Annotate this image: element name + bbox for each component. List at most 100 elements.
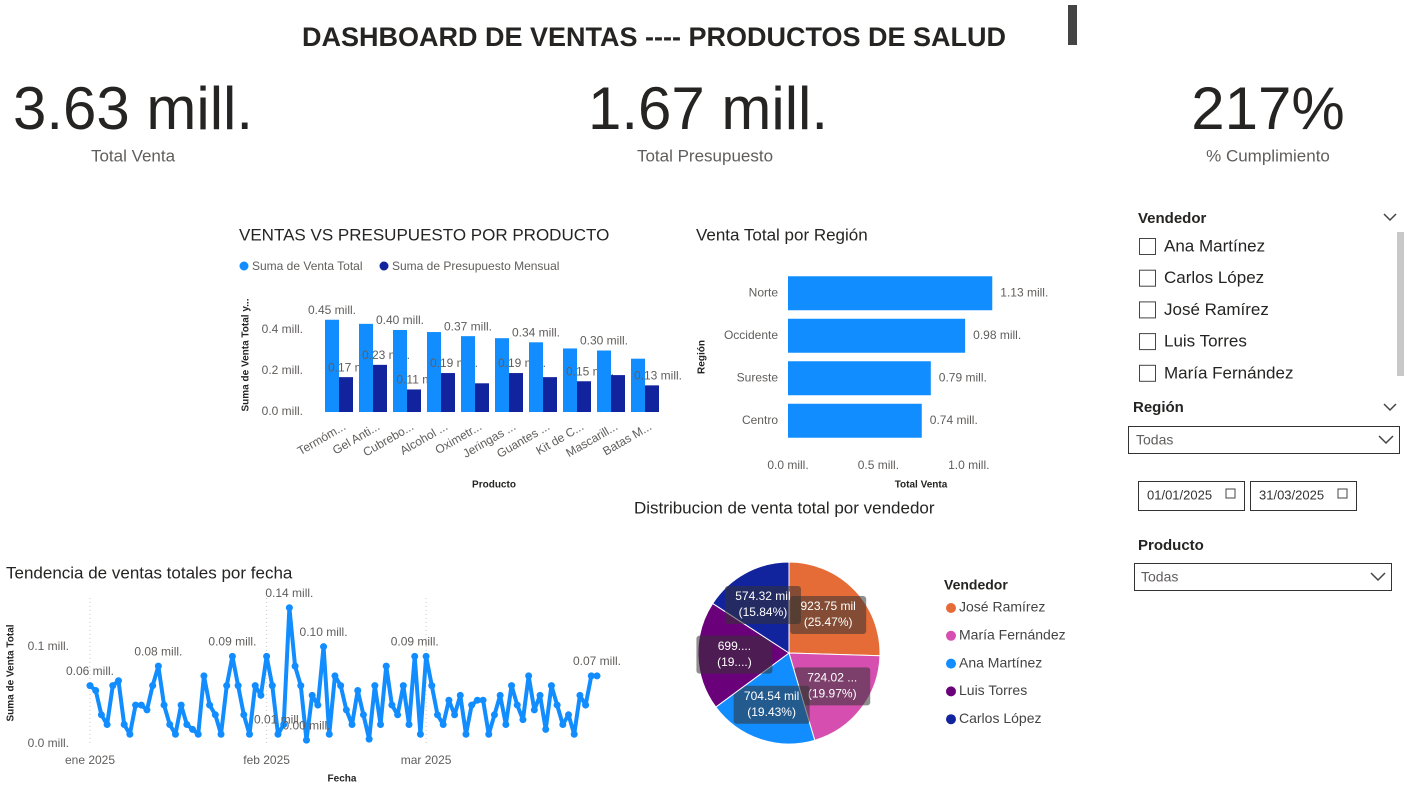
scrollbar[interactable] <box>1397 232 1404 376</box>
dropdown[interactable] <box>1134 563 1392 591</box>
checkbox[interactable] <box>1139 301 1156 319</box>
data-label: 704.54 mil <box>744 689 799 703</box>
legend-label: Carlos López <box>959 710 1042 726</box>
data-label: 0.74 mill. <box>930 413 978 427</box>
slicer-item: María Fernández <box>1164 363 1293 382</box>
date-input[interactable] <box>1250 481 1357 511</box>
legend-marker <box>239 261 249 271</box>
bar <box>461 336 475 412</box>
bar <box>407 389 421 412</box>
data-label: 0.08 mill. <box>134 644 182 658</box>
point <box>565 711 573 719</box>
point <box>365 735 373 743</box>
slicer-item: Carlos López <box>1164 268 1264 287</box>
point <box>525 672 533 680</box>
y-tick-label: Sureste <box>737 370 779 384</box>
chart-title: Tendencia de ventas totales por fecha <box>6 563 293 582</box>
point <box>542 725 550 733</box>
x-tick-label: 0.5 mill. <box>858 458 899 472</box>
checkbox[interactable] <box>1139 238 1156 255</box>
slicer-item: Ana Martínez <box>1164 236 1265 255</box>
point <box>137 701 145 709</box>
kpi-label: Total Venta <box>91 146 176 165</box>
legend-marker <box>379 261 389 271</box>
point <box>297 682 305 690</box>
date-input[interactable] <box>1138 481 1245 511</box>
chart-title: Distribucion de venta total por vendedor <box>634 498 935 517</box>
point <box>490 711 498 719</box>
y-tick-label: 0.1 mill. <box>28 639 69 653</box>
data-label: 0.45 mill. <box>308 303 356 317</box>
bar <box>339 377 353 412</box>
chevron[interactable] <box>1383 213 1397 222</box>
point <box>536 691 544 699</box>
point <box>371 682 379 690</box>
data-label: 0.00 mill. <box>282 718 330 732</box>
point <box>92 686 100 694</box>
data-label: 574.32 mil <box>735 589 790 603</box>
point <box>246 730 254 738</box>
point <box>194 730 202 738</box>
checkbox[interactable] <box>1139 333 1156 351</box>
checkbox[interactable] <box>1139 269 1156 287</box>
checkbox[interactable] <box>1139 364 1156 382</box>
kpi-label: % Cumplimiento <box>1206 146 1330 165</box>
legend-marker <box>946 686 956 697</box>
point <box>559 721 567 729</box>
dropdown[interactable] <box>1128 426 1400 454</box>
bar <box>359 323 373 412</box>
point <box>154 662 162 670</box>
point <box>468 701 476 709</box>
y-tick-label: Occidente <box>724 328 778 342</box>
point <box>325 730 333 738</box>
bar <box>373 364 387 412</box>
legend-label: Suma de Presupuesto Mensual <box>392 259 559 273</box>
point <box>416 730 424 738</box>
bar <box>427 332 441 412</box>
point <box>263 652 271 660</box>
data-label: (19.97%) <box>808 687 857 701</box>
legend-marker <box>946 658 956 669</box>
y-axis-title: Suma de Venta Total y... <box>241 298 252 411</box>
point <box>394 711 402 719</box>
point <box>513 701 521 709</box>
point <box>496 691 504 699</box>
bar <box>788 403 922 438</box>
legend-marker <box>946 630 956 641</box>
label-bg <box>724 586 801 625</box>
point <box>268 682 276 690</box>
data-label: 0.34 mill. <box>512 325 560 339</box>
data-label: (19.43%) <box>747 705 796 719</box>
bar <box>563 348 577 412</box>
kpi-value: 3.63 mill. <box>13 75 253 142</box>
data-label: (19....) <box>717 655 752 669</box>
chart-title: Venta Total por Región <box>696 225 868 244</box>
point <box>97 711 105 719</box>
point <box>399 682 407 690</box>
bar <box>529 342 543 412</box>
point <box>359 711 367 719</box>
kpi-label: Total Presupuesto <box>637 146 773 165</box>
point <box>337 682 345 690</box>
legend-label: José Ramírez <box>959 599 1045 615</box>
point <box>587 672 595 680</box>
point <box>348 721 356 729</box>
chevron[interactable] <box>1383 403 1397 412</box>
data-label: 0.07 mill. <box>573 654 621 668</box>
bar <box>597 350 611 412</box>
x-tick-label: ene 2025 <box>65 753 115 767</box>
dropdown-value: Todas <box>1141 569 1178 585</box>
y-tick-label: Norte <box>749 285 779 299</box>
x-axis-title: Total Venta <box>895 480 948 491</box>
dashboard-title: DASHBOARD DE VENTAS ---- PRODUCTOS DE SA… <box>302 22 1006 52</box>
point <box>354 686 362 694</box>
data-label: 0.13 mill. <box>634 369 682 383</box>
point <box>240 711 248 719</box>
point <box>217 730 225 738</box>
point <box>314 701 322 709</box>
point <box>456 691 464 699</box>
data-label: 923.75 mil <box>800 599 855 613</box>
data-label: 0.06 mill. <box>66 664 114 678</box>
point <box>519 716 527 724</box>
